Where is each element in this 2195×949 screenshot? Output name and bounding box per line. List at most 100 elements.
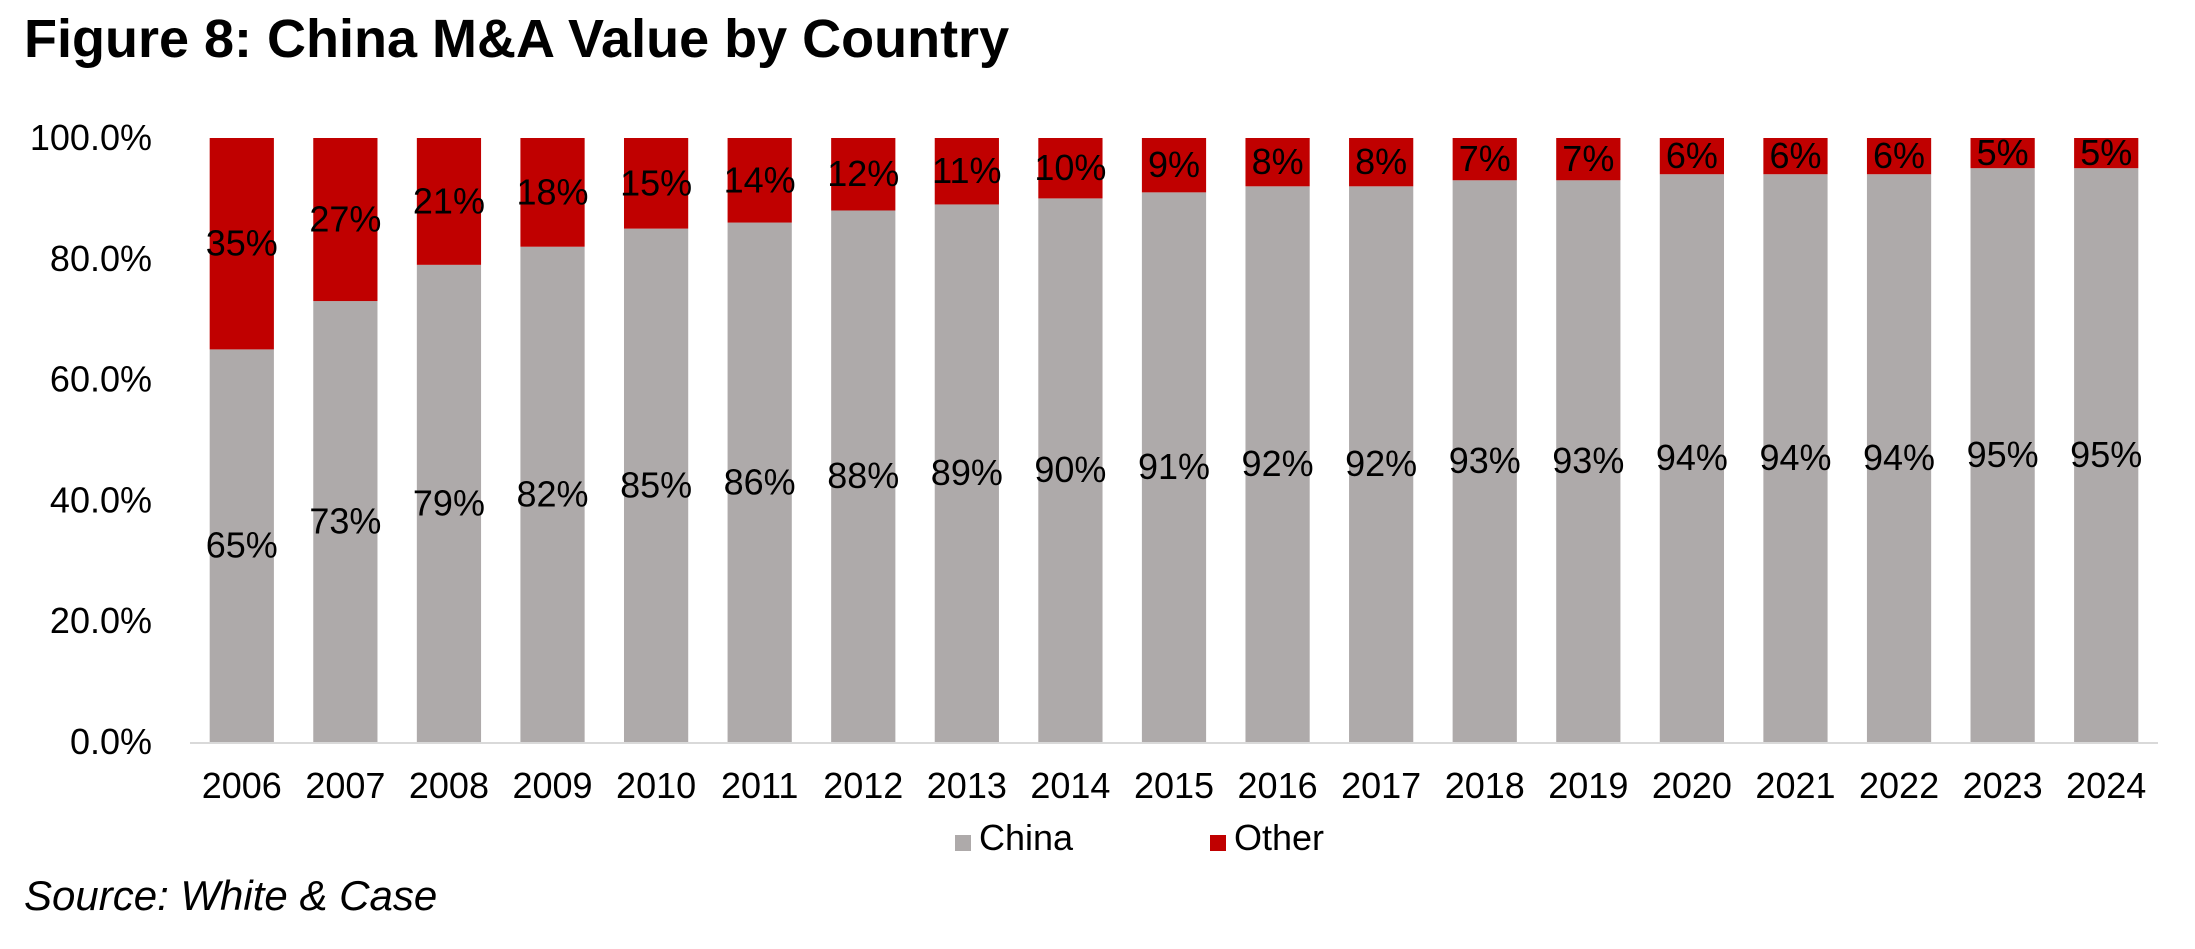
data-label-china: 90% bbox=[1034, 449, 1106, 490]
data-label-other: 6% bbox=[1873, 135, 1925, 176]
data-label-china: 95% bbox=[2070, 434, 2142, 475]
x-tick-label: 2018 bbox=[1445, 765, 1525, 806]
bar-china-2012 bbox=[831, 210, 896, 743]
data-label-other: 27% bbox=[309, 199, 381, 240]
data-label-other: 7% bbox=[1459, 138, 1511, 179]
legend-swatch-china bbox=[955, 835, 971, 851]
x-axis: 2006 2007 2008 2009 2010 2011 2012 2013 2014 2015… bbox=[190, 742, 2158, 806]
y-tick-label: 20.0% bbox=[50, 600, 152, 641]
bar-china-2015 bbox=[1141, 192, 1207, 743]
bar-china-2019 bbox=[1556, 180, 1621, 742]
legend: China Other bbox=[955, 817, 1324, 858]
bar-china-2014 bbox=[1038, 198, 1103, 742]
data-label-other: 8% bbox=[1252, 141, 1304, 182]
data-label-other: 7% bbox=[1562, 138, 1614, 179]
data-label-china: 94% bbox=[1863, 437, 1935, 478]
x-tick-label: 2019 bbox=[1548, 765, 1628, 806]
data-label-china: 82% bbox=[516, 473, 588, 514]
bar-china-2016 bbox=[1245, 186, 1310, 742]
data-label-china: 89% bbox=[931, 452, 1003, 493]
bar-china-2009 bbox=[520, 246, 585, 742]
bar-other-2023 bbox=[1970, 138, 2035, 169]
y-tick-label: 60.0% bbox=[50, 359, 152, 400]
data-label-china: 79% bbox=[413, 482, 485, 523]
x-tick-label: 2017 bbox=[1341, 765, 1421, 806]
bar-china-2023 bbox=[1970, 168, 2035, 742]
data-label-other: 9% bbox=[1148, 144, 1200, 185]
bar-other-2018 bbox=[1452, 138, 1517, 181]
data-label-china: 85% bbox=[620, 464, 692, 505]
value-labels: 65% 35% 73% 27% 79% 21% 82% 18% 85% 15% 86% 14% 88% 1… bbox=[206, 132, 2142, 566]
bar-other-2016 bbox=[1245, 138, 1310, 187]
legend-label-china: China bbox=[979, 817, 1074, 858]
x-tick-label: 2007 bbox=[305, 765, 385, 806]
y-tick-label: 100.0% bbox=[30, 117, 152, 158]
y-tick-label: 80.0% bbox=[50, 238, 152, 279]
data-label-other: 5% bbox=[2080, 132, 2132, 173]
x-tick-label: 2008 bbox=[409, 765, 489, 806]
bar-other-2014 bbox=[1038, 138, 1103, 199]
x-tick-label: 2015 bbox=[1134, 765, 1214, 806]
data-label-other: 21% bbox=[413, 180, 485, 221]
x-tick-label: 2009 bbox=[512, 765, 592, 806]
x-tick-label: 2010 bbox=[616, 765, 696, 806]
x-tick-label: 2022 bbox=[1859, 765, 1939, 806]
data-label-other: 15% bbox=[620, 162, 692, 203]
bar-china-2017 bbox=[1349, 186, 1414, 742]
x-tick-label: 2012 bbox=[823, 765, 903, 806]
bar-china-2018 bbox=[1452, 180, 1517, 742]
bar-china-2008 bbox=[416, 264, 482, 742]
data-label-other: 8% bbox=[1355, 141, 1407, 182]
legend-label-other: Other bbox=[1234, 817, 1324, 858]
bar-china-2022 bbox=[1866, 174, 1932, 743]
source-note: Source: White & Case bbox=[24, 872, 438, 919]
bar-other-2009 bbox=[520, 138, 585, 247]
x-tick-label: 2020 bbox=[1652, 765, 1732, 806]
legend-swatch-other bbox=[1210, 835, 1226, 851]
data-label-other: 35% bbox=[206, 223, 278, 264]
y-tick-label: 40.0% bbox=[50, 479, 152, 520]
x-tick-label: 2014 bbox=[1030, 765, 1110, 806]
data-label-other: 12% bbox=[827, 153, 899, 194]
chart: 0.0% 20.0% 40.0% 60.0% 80.0% 100.0% 65% 35% 73%… bbox=[30, 117, 2158, 858]
x-tick-label: 2013 bbox=[927, 765, 1007, 806]
data-label-china: 92% bbox=[1345, 443, 1417, 484]
data-label-china: 94% bbox=[1759, 437, 1831, 478]
data-label-china: 91% bbox=[1138, 446, 1210, 487]
bar-china-2021 bbox=[1763, 174, 1828, 743]
data-label-china: 88% bbox=[827, 455, 899, 496]
bar-other-2010 bbox=[623, 138, 689, 229]
y-tick-label: 0.0% bbox=[70, 721, 152, 762]
bar-china-2024 bbox=[2074, 168, 2139, 742]
bar-other-2017 bbox=[1349, 138, 1414, 187]
data-label-china: 92% bbox=[1242, 443, 1314, 484]
x-tick-label: 2016 bbox=[1238, 765, 1318, 806]
x-tick-label: 2021 bbox=[1755, 765, 1835, 806]
bar-china-2007 bbox=[313, 301, 378, 742]
data-label-other: 5% bbox=[1977, 132, 2029, 173]
bar-other-2008 bbox=[416, 138, 482, 265]
data-label-other: 6% bbox=[1769, 135, 1821, 176]
bar-other-2020 bbox=[1659, 138, 1725, 175]
x-tick-label: 2023 bbox=[1963, 765, 2043, 806]
data-label-other: 18% bbox=[516, 171, 588, 212]
data-label-other: 6% bbox=[1666, 135, 1718, 176]
bar-other-2015 bbox=[1141, 138, 1207, 193]
bar-china-2013 bbox=[934, 204, 999, 742]
data-label-china: 93% bbox=[1552, 440, 1624, 481]
bar-other-2013 bbox=[934, 138, 999, 205]
bars bbox=[209, 138, 2139, 743]
bar-other-2022 bbox=[1866, 138, 1932, 175]
bar-china-2020 bbox=[1659, 174, 1725, 743]
bar-other-2006 bbox=[209, 138, 274, 350]
x-tick-label: 2006 bbox=[202, 765, 282, 806]
bar-other-2007 bbox=[313, 138, 378, 302]
data-label-china: 65% bbox=[206, 525, 278, 566]
bar-other-2011 bbox=[727, 138, 792, 223]
bar-other-2012 bbox=[831, 138, 896, 211]
data-label-china: 73% bbox=[309, 501, 381, 542]
x-tick-label: 2024 bbox=[2066, 765, 2146, 806]
data-label-china: 93% bbox=[1449, 440, 1521, 481]
data-label-china: 86% bbox=[724, 461, 796, 502]
data-label-other: 14% bbox=[724, 159, 796, 200]
